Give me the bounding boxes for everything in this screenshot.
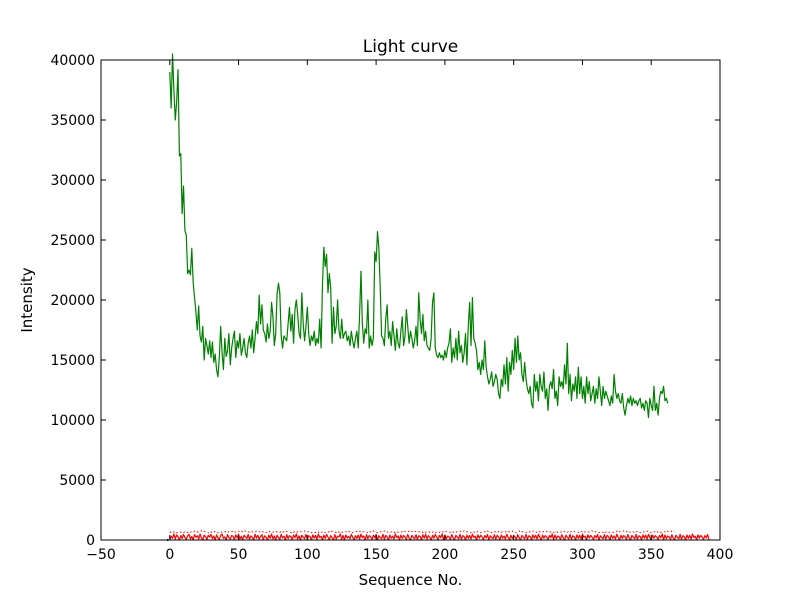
x-tick-label: 100 <box>294 547 321 563</box>
x-tick-label: 250 <box>500 547 527 563</box>
ticks-layer: −50 0 50 100 150 200 250 300 350 4000500010000150… <box>50 53 733 563</box>
y-tick-label: 15000 <box>50 353 95 369</box>
x-tick-label: 200 <box>432 547 459 563</box>
series-2-line <box>169 530 675 534</box>
x-axis-title: Sequence No. <box>359 571 463 589</box>
plot-area <box>101 60 720 540</box>
y-tick-label: 20000 <box>50 293 95 309</box>
y-tick-label: 25000 <box>50 233 95 249</box>
x-tick-label: 0 <box>165 547 174 563</box>
y-tick-label: 10000 <box>50 413 95 429</box>
x-tick-label: 400 <box>707 547 734 563</box>
y-tick-label: 40000 <box>50 53 95 69</box>
x-tick-label: 50 <box>230 547 248 563</box>
series-0-line <box>169 53 669 419</box>
y-tick-label: 35000 <box>50 113 95 129</box>
y-tick-label: 30000 <box>50 173 95 189</box>
x-tick-label: −50 <box>86 547 116 563</box>
y-tick-label: 0 <box>86 533 95 549</box>
series-1-line <box>169 533 710 541</box>
chart-title: Light curve <box>363 37 458 57</box>
x-tick-label: 150 <box>363 547 390 563</box>
y-axis-title: Intensity <box>18 267 36 332</box>
x-tick-label: 350 <box>638 547 665 563</box>
x-tick-label: 300 <box>569 547 596 563</box>
y-tick-label: 5000 <box>59 473 95 489</box>
